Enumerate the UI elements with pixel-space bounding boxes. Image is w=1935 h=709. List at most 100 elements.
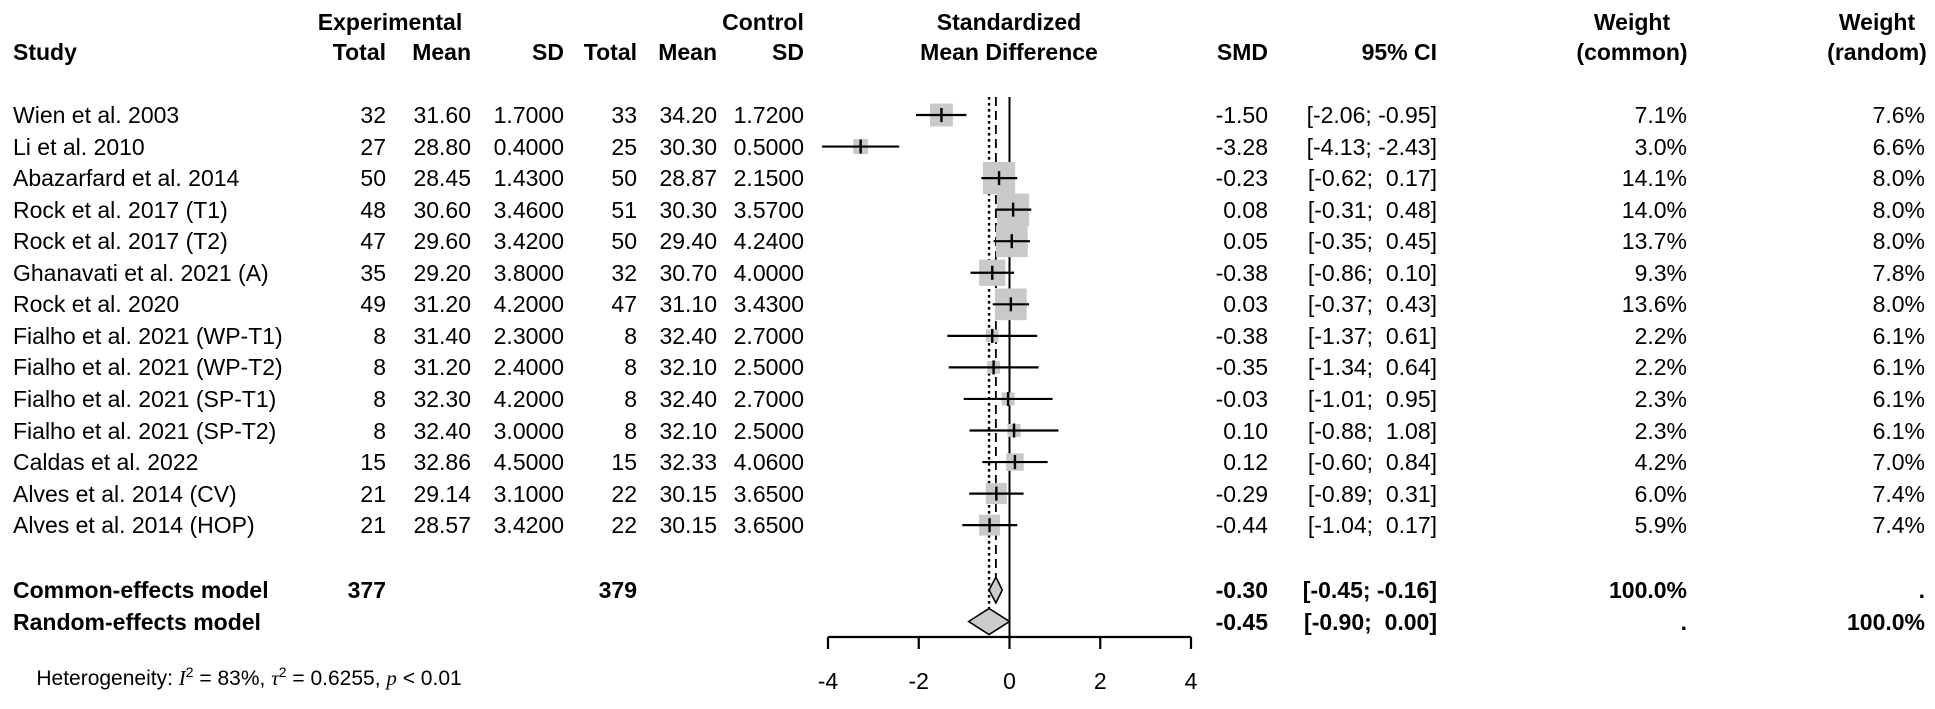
ctrl-total-value: 8 — [624, 322, 637, 349]
weight-random-value: 6.1% — [1872, 417, 1925, 444]
exp-mean-value: 29.60 — [413, 228, 471, 255]
pooled-weight-random-value: . — [1918, 577, 1925, 603]
exp-total-value: 15 — [360, 449, 386, 476]
ctrl-mean-value: 32.40 — [659, 385, 717, 412]
exp-sd-column-header: SD — [532, 39, 564, 65]
weight-common-value: 13.6% — [1621, 291, 1687, 318]
weight-random-value: 7.4% — [1872, 480, 1925, 507]
ctrl-mean-column-header: Mean — [658, 39, 717, 65]
exp-sd-value: 0.4000 — [493, 133, 564, 160]
exp-mean-value: 31.60 — [413, 102, 471, 128]
ctrl-total-value: 50 — [611, 228, 637, 255]
het-p-symbol: p — [386, 666, 397, 690]
ctrl-total-value: 32 — [611, 259, 637, 286]
ci-value: [-4.13; -2.43] — [1306, 133, 1437, 160]
het-p-value: < 0.01 — [396, 667, 462, 690]
study-label: Li et al. 2010 — [13, 133, 145, 160]
ctrl-sd-column-header: SD — [772, 39, 804, 65]
study-label: Fialho et al. 2021 (SP-T2) — [13, 417, 277, 444]
het-tau-sup: 2 — [278, 664, 287, 680]
weight-random-value: 7.6% — [1872, 102, 1925, 128]
weight-common-value: 4.2% — [1634, 449, 1687, 476]
weight-random-value: 6.1% — [1872, 354, 1925, 381]
pooled-model-label: Common-effects model — [13, 577, 269, 603]
ctrl-total-value: 22 — [611, 512, 637, 539]
exp-mean-value: 32.86 — [413, 449, 471, 476]
effect-measure-title-line1: Standardized — [936, 9, 1082, 35]
het-i-value: = 83%, — [193, 667, 272, 690]
ctrl-sd-value: 4.0600 — [733, 449, 804, 476]
het-tau-symbol: τ — [271, 666, 279, 690]
ctrl-total-value: 25 — [611, 133, 637, 160]
ci-value: [-1.04; 0.17] — [1307, 512, 1437, 539]
ctrl-mean-value: 32.33 — [659, 449, 717, 476]
pooled-ci-value: [-0.90; 0.00] — [1304, 608, 1437, 635]
exp-total-value: 21 — [360, 480, 386, 507]
weight-random-value: 8.0% — [1872, 291, 1925, 318]
exp-sd-value: 3.4200 — [493, 512, 564, 539]
exp-sd-value: 3.4600 — [493, 196, 564, 223]
exp-total-value: 48 — [360, 196, 386, 223]
exp-sd-value: 2.4000 — [493, 354, 564, 381]
exp-mean-column-header: Mean — [412, 39, 471, 65]
exp-sd-value: 3.8000 — [493, 259, 564, 286]
smd-value: -0.38 — [1215, 259, 1268, 286]
pooled-exp-total: 377 — [347, 577, 386, 603]
ctrl-mean-value: 32.40 — [659, 322, 717, 349]
pooled-ci-value: [-0.45; -0.16] — [1302, 577, 1437, 603]
exp-total-value: 8 — [373, 322, 386, 349]
weight-common-value: 7.1% — [1634, 102, 1687, 128]
ctrl-total-value: 33 — [611, 102, 637, 128]
ctrl-sd-value: 2.5000 — [733, 417, 804, 444]
ctrl-total-value: 15 — [611, 449, 637, 476]
smd-value: -0.44 — [1215, 512, 1268, 539]
weight-random-value: 6.1% — [1872, 385, 1925, 412]
ctrl-mean-value: 28.87 — [659, 165, 717, 192]
common-effect-diamond — [988, 575, 1004, 605]
weight-random-value: 6.1% — [1872, 322, 1925, 349]
weight-random-value: 7.4% — [1872, 512, 1925, 539]
ctrl-sd-value: 3.6500 — [733, 512, 804, 539]
weight-common-value: 14.0% — [1621, 196, 1687, 223]
exp-mean-value: 29.14 — [413, 480, 471, 507]
exp-total-column-header: Total — [332, 39, 386, 65]
ctrl-total-value: 47 — [611, 291, 637, 318]
ctrl-mean-value: 30.30 — [659, 133, 717, 160]
smd-value: -0.38 — [1215, 322, 1268, 349]
ctrl-mean-value: 31.10 — [659, 291, 717, 318]
exp-total-value: 21 — [360, 512, 386, 539]
exp-mean-value: 30.60 — [413, 196, 471, 223]
pooled-ctrl-total: 379 — [598, 577, 637, 603]
ctrl-mean-value: 30.15 — [659, 480, 717, 507]
ctrl-mean-value: 32.10 — [659, 354, 717, 381]
weight-random-value: 7.0% — [1872, 449, 1925, 476]
ci-value: [-1.34; 0.64] — [1307, 354, 1437, 381]
het-prefix: Heterogeneity: — [36, 667, 179, 690]
weight-common-value: 13.7% — [1621, 228, 1687, 255]
x-axis-tick-label: 4 — [1184, 668, 1198, 694]
exp-mean-value: 29.20 — [413, 259, 471, 286]
weight-common-value: 3.0% — [1634, 133, 1687, 160]
study-column-header: Study — [13, 39, 77, 65]
exp-mean-value: 28.80 — [413, 133, 471, 160]
ctrl-mean-value: 30.70 — [659, 259, 717, 286]
ctrl-mean-value: 30.15 — [659, 512, 717, 539]
weight-common-value: 2.3% — [1634, 417, 1687, 444]
ctrl-total-value: 8 — [624, 385, 637, 412]
pooled-weight-common-value: 100.0% — [1608, 577, 1687, 603]
exp-sd-value: 1.7000 — [493, 102, 564, 128]
ci-value: [-1.01; 0.95] — [1307, 385, 1437, 412]
ctrl-mean-value: 34.20 — [659, 102, 717, 128]
smd-value: -3.28 — [1215, 133, 1268, 160]
weight-common-value: 2.2% — [1634, 322, 1687, 349]
x-axis-tick-label: -2 — [908, 668, 929, 694]
ctrl-sd-value: 1.7200 — [733, 102, 804, 128]
study-label: Alves et al. 2014 (CV) — [13, 480, 237, 507]
ctrl-total-column-header: Total — [583, 39, 637, 65]
weight-random-value: 8.0% — [1872, 196, 1925, 223]
exp-total-value: 50 — [360, 165, 386, 192]
ctrl-sd-value: 2.5000 — [733, 354, 804, 381]
weight-random-value: 7.8% — [1872, 259, 1925, 286]
smd-value: 0.08 — [1223, 196, 1268, 223]
weight-random-header: Weight — [1838, 9, 1916, 35]
